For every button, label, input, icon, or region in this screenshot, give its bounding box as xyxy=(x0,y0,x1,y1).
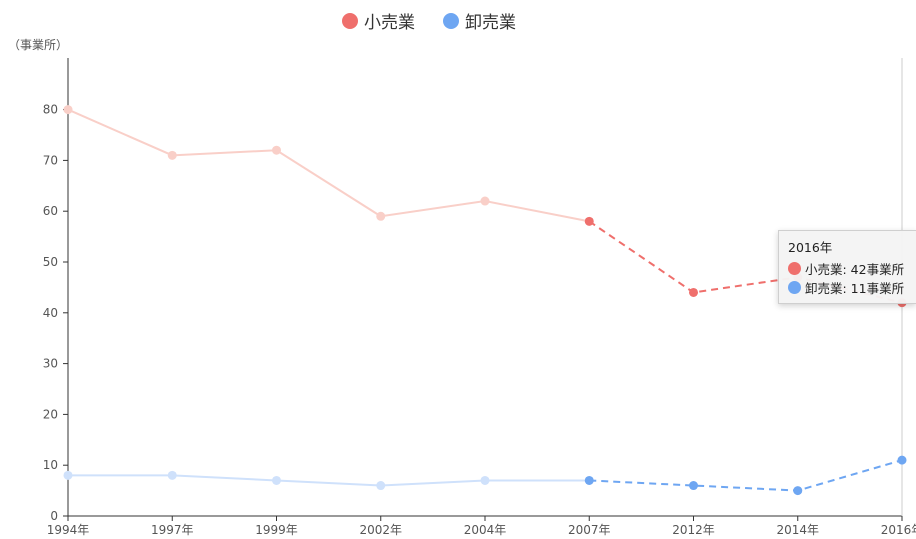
tooltip-text-wholesale: 卸売業: 11事業所 xyxy=(805,281,905,296)
tooltip-dot-wholesale-icon xyxy=(788,281,801,294)
y-tick-label: 10 xyxy=(43,458,58,472)
y-tick-label: 80 xyxy=(43,103,58,117)
y-tick-label: 30 xyxy=(43,357,58,371)
y-tick-label: 60 xyxy=(43,204,58,218)
data-point xyxy=(480,475,490,485)
data-point xyxy=(584,216,594,226)
x-tick-label: 1997年 xyxy=(151,523,194,537)
x-tick-label: 1999年 xyxy=(255,523,298,537)
data-point xyxy=(584,475,594,485)
series-line-highlight xyxy=(588,220,903,304)
legend-label-wholesale: 卸売業 xyxy=(465,13,516,33)
x-tick-label: 2004年 xyxy=(464,523,507,537)
data-point xyxy=(63,470,73,480)
legend-dot-retail-icon xyxy=(342,12,358,29)
data-point xyxy=(272,475,281,485)
tooltip-text-retail: 小売業: 42事業所 xyxy=(805,262,905,277)
y-tick-label: 50 xyxy=(43,255,58,269)
series-line-faded xyxy=(67,108,590,223)
data-point xyxy=(167,150,177,160)
legend-label-retail: 小売業 xyxy=(364,13,415,33)
data-point xyxy=(689,287,698,297)
x-tick-label: 2016年 xyxy=(881,523,916,537)
data-point xyxy=(689,481,698,491)
tooltip-dot-retail-icon xyxy=(788,262,801,275)
tooltip-row-wholesale: 卸売業: 11事業所 xyxy=(788,278,916,297)
x-tick-label: 1994年 xyxy=(47,523,90,537)
x-tick-label: 2007年 xyxy=(568,523,611,537)
data-point xyxy=(376,211,386,221)
data-point xyxy=(272,145,281,155)
data-point xyxy=(897,455,907,465)
y-tick-label: 40 xyxy=(43,306,58,320)
y-tick-label: 70 xyxy=(43,153,58,167)
legend-item-wholesale[interactable]: 卸売業 xyxy=(443,8,516,33)
y-axis-unit-label: （事業所） xyxy=(8,38,69,52)
data-point xyxy=(63,105,73,115)
y-tick-label: 0 xyxy=(50,509,58,523)
series-line-highlight xyxy=(589,459,903,492)
data-point xyxy=(793,486,803,496)
x-tick-label: 2014年 xyxy=(776,523,819,537)
tooltip: 2016年 小売業: 42事業所 卸売業: 11事業所 xyxy=(778,230,916,304)
x-tick-label: 2002年 xyxy=(359,523,402,537)
legend: 小売業 卸売業 xyxy=(342,8,516,33)
tooltip-title: 2016年 xyxy=(788,240,833,255)
tooltip-row-retail: 小売業: 42事業所 xyxy=(788,259,916,278)
data-point xyxy=(376,481,386,491)
legend-item-retail[interactable]: 小売業 xyxy=(342,8,415,33)
legend-dot-wholesale-icon xyxy=(443,12,459,29)
series-line-faded xyxy=(68,474,590,487)
data-point xyxy=(167,470,177,480)
x-tick-label: 2012年 xyxy=(672,523,715,537)
data-point xyxy=(480,196,490,206)
y-tick-label: 20 xyxy=(43,407,58,421)
